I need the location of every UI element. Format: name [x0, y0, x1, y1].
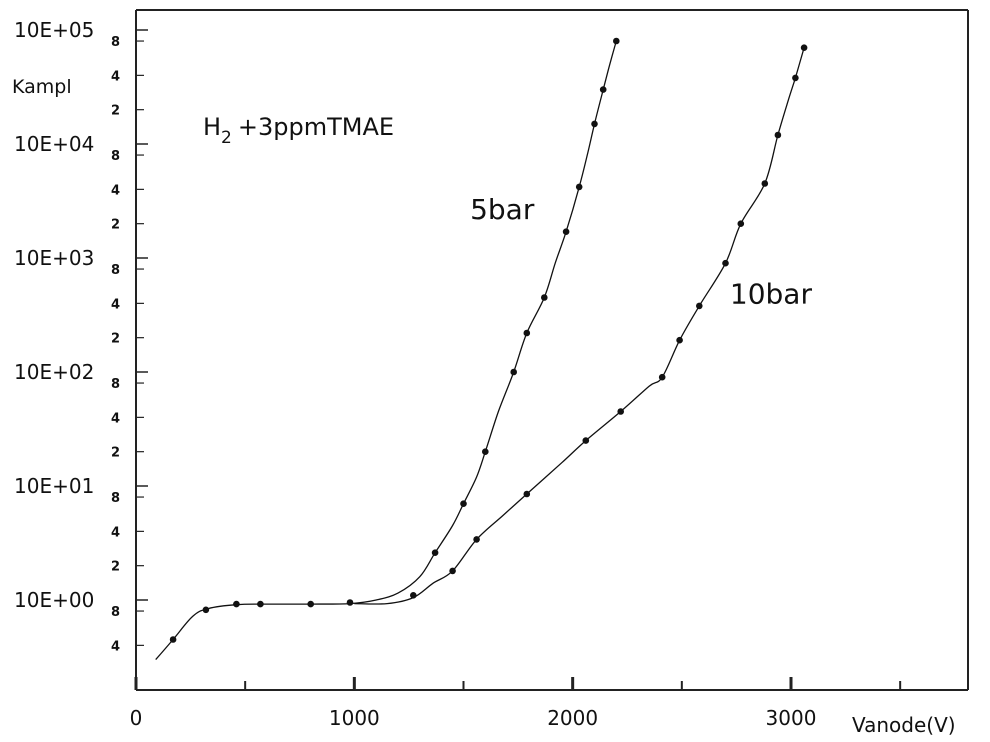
data-point-5bar	[591, 120, 598, 128]
y-minor-tick-label: 2	[111, 104, 120, 119]
y-minor-tick-label: 2	[111, 332, 120, 347]
y-axis-ticks: 10E+00 2 4 8 10E+01 2 4 8 10E+02 2 4 8 10E+03 2 4 8 10E+…	[14, 18, 148, 654]
data-point-5bar	[523, 329, 531, 337]
series-markers	[169, 37, 808, 643]
y-tick-label: 10E+04	[14, 132, 94, 156]
data-point-5bar	[346, 599, 354, 606]
data-point-5bar	[460, 500, 467, 508]
x-axis-title: Vanode(V)	[852, 713, 956, 737]
data-point-10bar	[737, 220, 745, 227]
y-minor-tick-label: 8	[111, 377, 120, 392]
data-point-5bar	[575, 183, 583, 191]
y-minor-tick-label: 8	[111, 35, 120, 50]
data-point-5bar	[431, 549, 439, 556]
data-point-10bar	[696, 302, 703, 310]
x-tick-label: 2000	[547, 706, 598, 730]
data-point-5bar	[541, 294, 548, 301]
data-point-5bar	[613, 37, 620, 45]
series-labels: 5bar 10bar	[470, 193, 812, 310]
data-point-5bar	[482, 448, 489, 456]
y-axis-title: Kampl	[12, 76, 72, 98]
series-label-5bar: 5bar	[470, 193, 535, 226]
data-point-10bar	[582, 437, 590, 444]
series-curves	[155, 40, 805, 661]
y-minor-tick-label: 8	[111, 263, 120, 278]
gas-annotation-formula: H	[203, 113, 221, 141]
data-point-5bar	[169, 636, 177, 643]
x-tick-label: 3000	[766, 706, 817, 730]
x-tick-label: 1000	[329, 706, 380, 730]
data-point-5bar	[510, 368, 517, 376]
series-line-10bar	[354, 47, 805, 605]
x-axis-ticks: 0 1000 2000 3000	[130, 677, 902, 730]
data-point-10bar	[449, 567, 456, 575]
y-minor-tick-label: 4	[111, 183, 120, 198]
data-point-10bar	[658, 373, 666, 381]
data-point-10bar	[410, 592, 417, 599]
gas-annotation-rest: +3ppmTMAE	[238, 113, 394, 141]
y-minor-tick-label: 8	[111, 491, 120, 506]
data-point-10bar	[473, 536, 480, 543]
y-tick-label: 10E+01	[14, 474, 94, 498]
data-point-10bar	[774, 131, 782, 139]
data-point-5bar	[599, 86, 607, 93]
data-point-10bar	[523, 490, 531, 498]
data-point-5bar	[307, 600, 315, 608]
series-label-10bar: 10bar	[730, 277, 813, 310]
y-minor-tick-label: 2	[111, 218, 120, 233]
y-minor-tick-label: 4	[111, 411, 120, 426]
data-point-5bar	[257, 600, 264, 608]
data-point-5bar	[202, 606, 210, 614]
y-minor-tick-label: 4	[111, 639, 120, 654]
data-point-10bar	[676, 336, 683, 344]
series-line-5bar	[155, 40, 617, 661]
gas-annotation-subscript: 2	[221, 128, 232, 148]
y-tick-label: 10E+02	[14, 360, 94, 384]
y-minor-tick-label: 2	[111, 560, 120, 575]
data-point-5bar	[562, 228, 570, 235]
data-point-5bar	[233, 600, 240, 608]
y-tick-label: 10E+00	[14, 588, 94, 612]
x-tick-label: 0	[130, 706, 143, 730]
y-minor-tick-label: 4	[111, 297, 120, 312]
y-minor-tick-label: 8	[111, 605, 120, 620]
y-minor-tick-label: 8	[111, 149, 120, 164]
y-tick-label: 10E+05	[14, 18, 94, 42]
data-point-10bar	[761, 180, 769, 187]
data-point-10bar	[722, 259, 729, 267]
data-point-10bar	[792, 74, 799, 82]
data-point-10bar	[617, 408, 624, 415]
y-minor-tick-label: 4	[111, 525, 120, 540]
data-point-10bar	[800, 44, 808, 51]
y-minor-tick-label: 4	[111, 69, 120, 84]
gas-annotation: H2 +3ppmTMAE	[203, 113, 394, 148]
plot-frame	[135, 9, 969, 691]
y-minor-tick-label: 2	[111, 446, 120, 461]
y-tick-label: 10E+03	[14, 246, 94, 270]
